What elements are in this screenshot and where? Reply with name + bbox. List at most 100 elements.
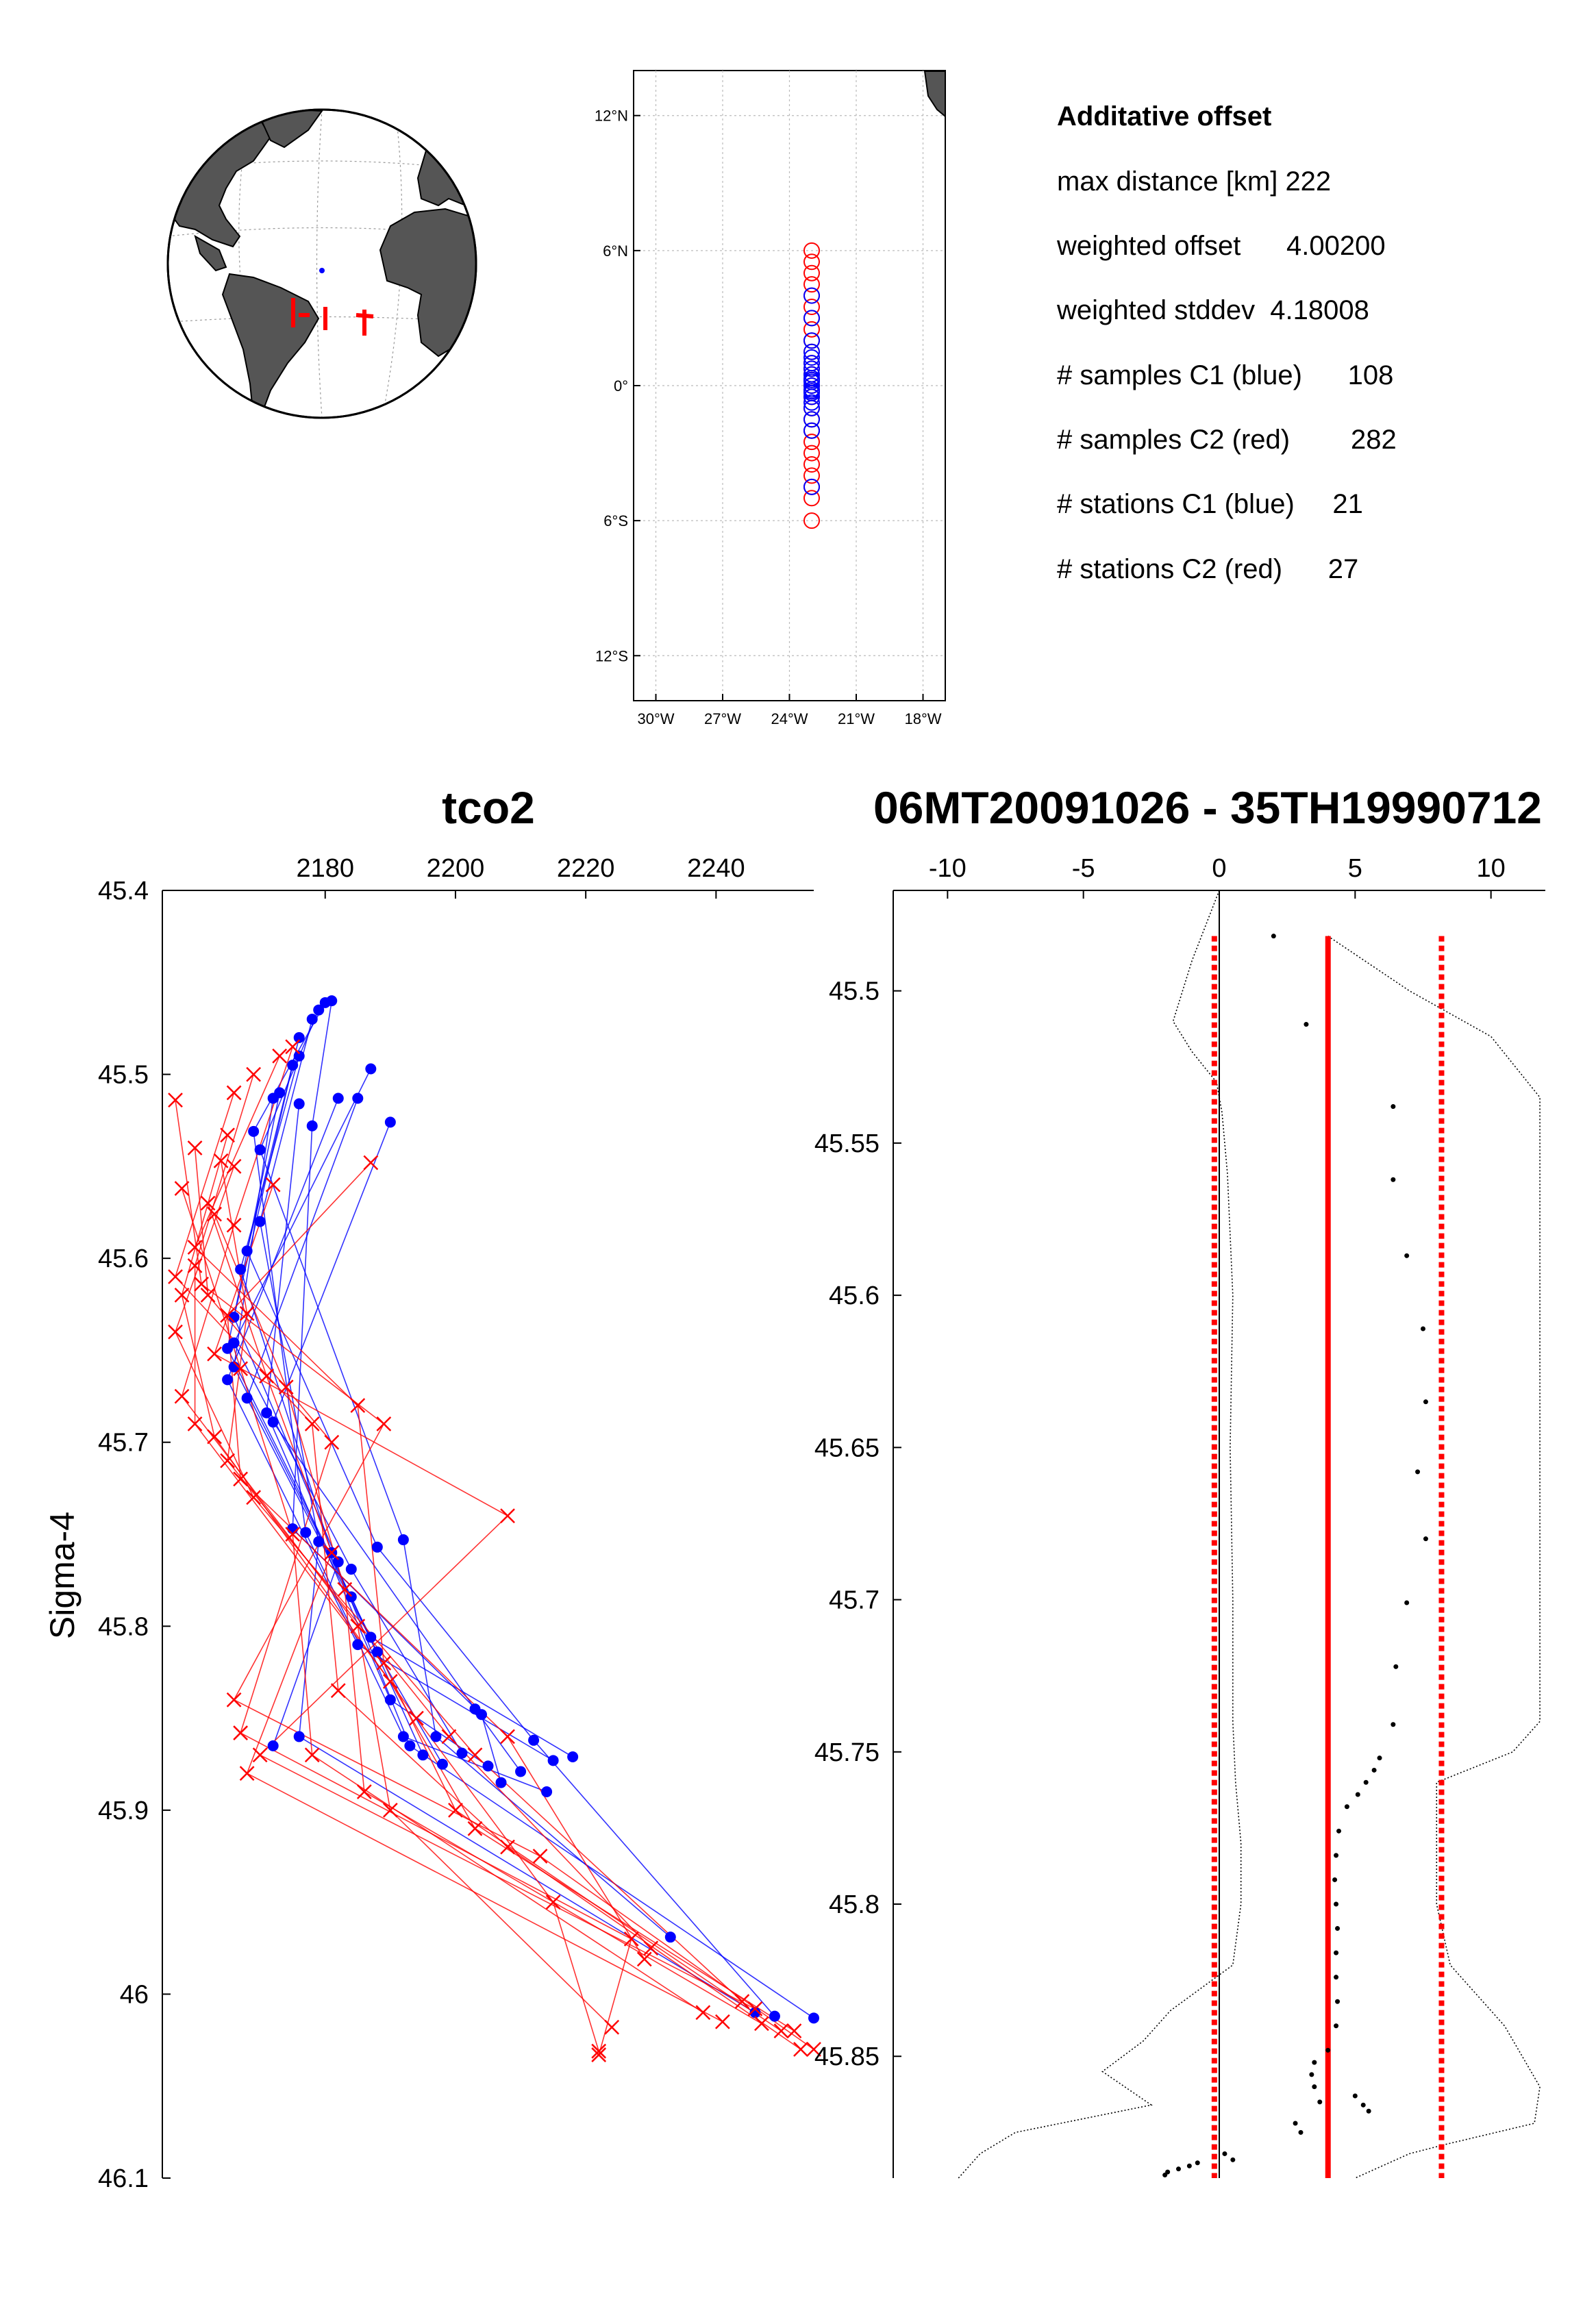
profile-markers bbox=[168, 995, 821, 2062]
profile-c2-marker bbox=[376, 1416, 392, 1432]
profile-c1-marker bbox=[306, 1120, 318, 1132]
profile-c2-marker bbox=[623, 1931, 639, 1947]
profile-tick-label-y: 45.4 bbox=[98, 877, 149, 905]
diff-point bbox=[1391, 1177, 1396, 1182]
profile-tick-label-y: 45.7 bbox=[98, 1429, 149, 1458]
profile-c1-marker bbox=[515, 1766, 527, 1777]
profile-c1-marker bbox=[222, 1342, 234, 1354]
profile-c2-marker bbox=[285, 1527, 301, 1542]
map-tick-label-x: 27°W bbox=[704, 710, 741, 727]
map-c1-station-marker bbox=[803, 377, 820, 394]
profile-c1-marker bbox=[267, 1740, 279, 1751]
profile-c1-marker bbox=[241, 1392, 253, 1404]
diff-tick-label-y: 45.75 bbox=[814, 1738, 880, 1767]
profile-c1-marker bbox=[384, 1694, 396, 1705]
profile-c2-marker bbox=[695, 2005, 711, 2021]
profile-c1-marker bbox=[293, 1050, 305, 1062]
profile-c2-marker bbox=[200, 1195, 216, 1211]
profile-c2-marker bbox=[226, 1692, 242, 1708]
profile-c1-marker bbox=[222, 1374, 234, 1386]
diff-point bbox=[1360, 2102, 1366, 2108]
profile-ylabel: Sigma-4 bbox=[43, 1512, 82, 1639]
map-c1-station-marker bbox=[803, 422, 820, 439]
diff-point bbox=[1391, 1104, 1396, 1110]
profile-c1-marker bbox=[287, 1523, 299, 1534]
diff-point bbox=[1195, 2160, 1200, 2166]
central-america-land bbox=[194, 234, 227, 272]
map-c2-station-marker bbox=[803, 467, 820, 484]
diff-title: 06MT20091026 - 35TH19990712 bbox=[873, 782, 1542, 833]
profile-c1-marker bbox=[528, 1734, 540, 1746]
diff-point bbox=[1309, 2072, 1314, 2077]
tco2-profile-plot: tco2 Sigma-4 2180 2200 2220 2240 45.4 45.5 45.… bbox=[43, 782, 821, 2193]
map-tick-label-x: 30°W bbox=[637, 710, 674, 727]
profile-c1-marker bbox=[365, 1063, 377, 1075]
profile-c1-line bbox=[233, 1068, 463, 1754]
profile-c2-marker bbox=[174, 1181, 190, 1196]
profile-c1-marker bbox=[332, 1092, 344, 1104]
info-max-distance: max distance [km] 222 bbox=[1057, 166, 1331, 197]
map-c1-station-marker bbox=[803, 394, 820, 411]
profile-ticks: 2180 2200 2220 2240 45.4 45.5 45.6 45.7 45.8 45.9… bbox=[98, 854, 745, 2193]
map-c2-station-marker bbox=[803, 299, 820, 315]
profile-c1-marker bbox=[567, 1751, 579, 1762]
profile-c2-line bbox=[194, 1055, 782, 2032]
profile-c2-marker bbox=[409, 1710, 424, 1726]
profile-c2-marker bbox=[207, 1346, 222, 1362]
profile-c1-marker bbox=[541, 1786, 553, 1797]
profile-c2-marker bbox=[220, 1127, 235, 1143]
profile-c2-marker bbox=[754, 2016, 769, 2032]
profile-c2-marker bbox=[356, 1784, 372, 1799]
profile-c1-marker bbox=[436, 1758, 448, 1770]
profile-c2-marker bbox=[194, 1276, 209, 1292]
profile-c2-marker bbox=[304, 1416, 320, 1432]
globe-c2-stations bbox=[291, 298, 374, 336]
profile-c1-marker bbox=[371, 1646, 383, 1658]
profile-c2-marker bbox=[734, 1994, 750, 2010]
diff-point bbox=[1334, 1901, 1339, 1907]
profile-c1-marker bbox=[313, 1004, 325, 1016]
profile-c1-marker bbox=[397, 1731, 409, 1742]
info-weighted-stddev: weighted stddev 4.18008 bbox=[1056, 295, 1369, 325]
profile-c2-marker bbox=[239, 1305, 255, 1321]
profile-tick-label-x: 2200 bbox=[427, 854, 485, 883]
diff-point bbox=[1334, 1950, 1339, 1955]
profile-c2-marker bbox=[168, 1324, 183, 1340]
profile-c2-marker bbox=[806, 2042, 821, 2057]
diff-point bbox=[1312, 2060, 1317, 2065]
map-tick-label-x: 18°W bbox=[904, 710, 941, 727]
info-stations-c1: # stations C1 (blue) 21 bbox=[1057, 489, 1363, 519]
profile-c2-marker bbox=[636, 1951, 652, 1967]
map-c1-station-marker bbox=[803, 360, 820, 377]
diff-point bbox=[1317, 2099, 1323, 2105]
profile-c2-line bbox=[175, 1092, 801, 2050]
profile-c2-marker bbox=[714, 2014, 730, 2029]
diff-point bbox=[1176, 2166, 1181, 2172]
diff-point bbox=[1332, 1877, 1338, 1882]
diff-point bbox=[1355, 1792, 1360, 1797]
diff-tick-label-x: -10 bbox=[929, 854, 967, 883]
profile-c2-marker bbox=[174, 1287, 190, 1303]
diff-tick-label-y: 45.55 bbox=[814, 1129, 880, 1158]
profile-c2-marker bbox=[285, 1039, 301, 1055]
profile-c1-marker bbox=[287, 1060, 299, 1071]
info-weighted-offset: weighted offset 4.00200 bbox=[1056, 231, 1386, 261]
profile-c1-marker bbox=[293, 1032, 305, 1043]
profile-c2-marker bbox=[233, 1361, 249, 1377]
profile-c1-marker bbox=[749, 2007, 761, 2018]
map-c2-station-marker bbox=[803, 253, 820, 271]
profile-c1-marker bbox=[384, 1116, 396, 1128]
profile-c1-marker bbox=[547, 1755, 559, 1766]
profile-c1-marker bbox=[235, 1264, 247, 1275]
profile-c2-marker bbox=[246, 1066, 262, 1082]
profile-c2-marker bbox=[500, 1508, 515, 1524]
profile-c2-marker bbox=[786, 2023, 802, 2039]
profile-c2-marker bbox=[213, 1153, 229, 1168]
profile-c2-marker bbox=[174, 1388, 190, 1404]
diff-point bbox=[1335, 1999, 1341, 2004]
profile-c2-marker bbox=[500, 1729, 515, 1745]
map-c1-station-marker bbox=[803, 310, 820, 327]
diff-reference-lines bbox=[1211, 890, 1445, 2178]
profile-c2-marker bbox=[207, 1206, 222, 1222]
